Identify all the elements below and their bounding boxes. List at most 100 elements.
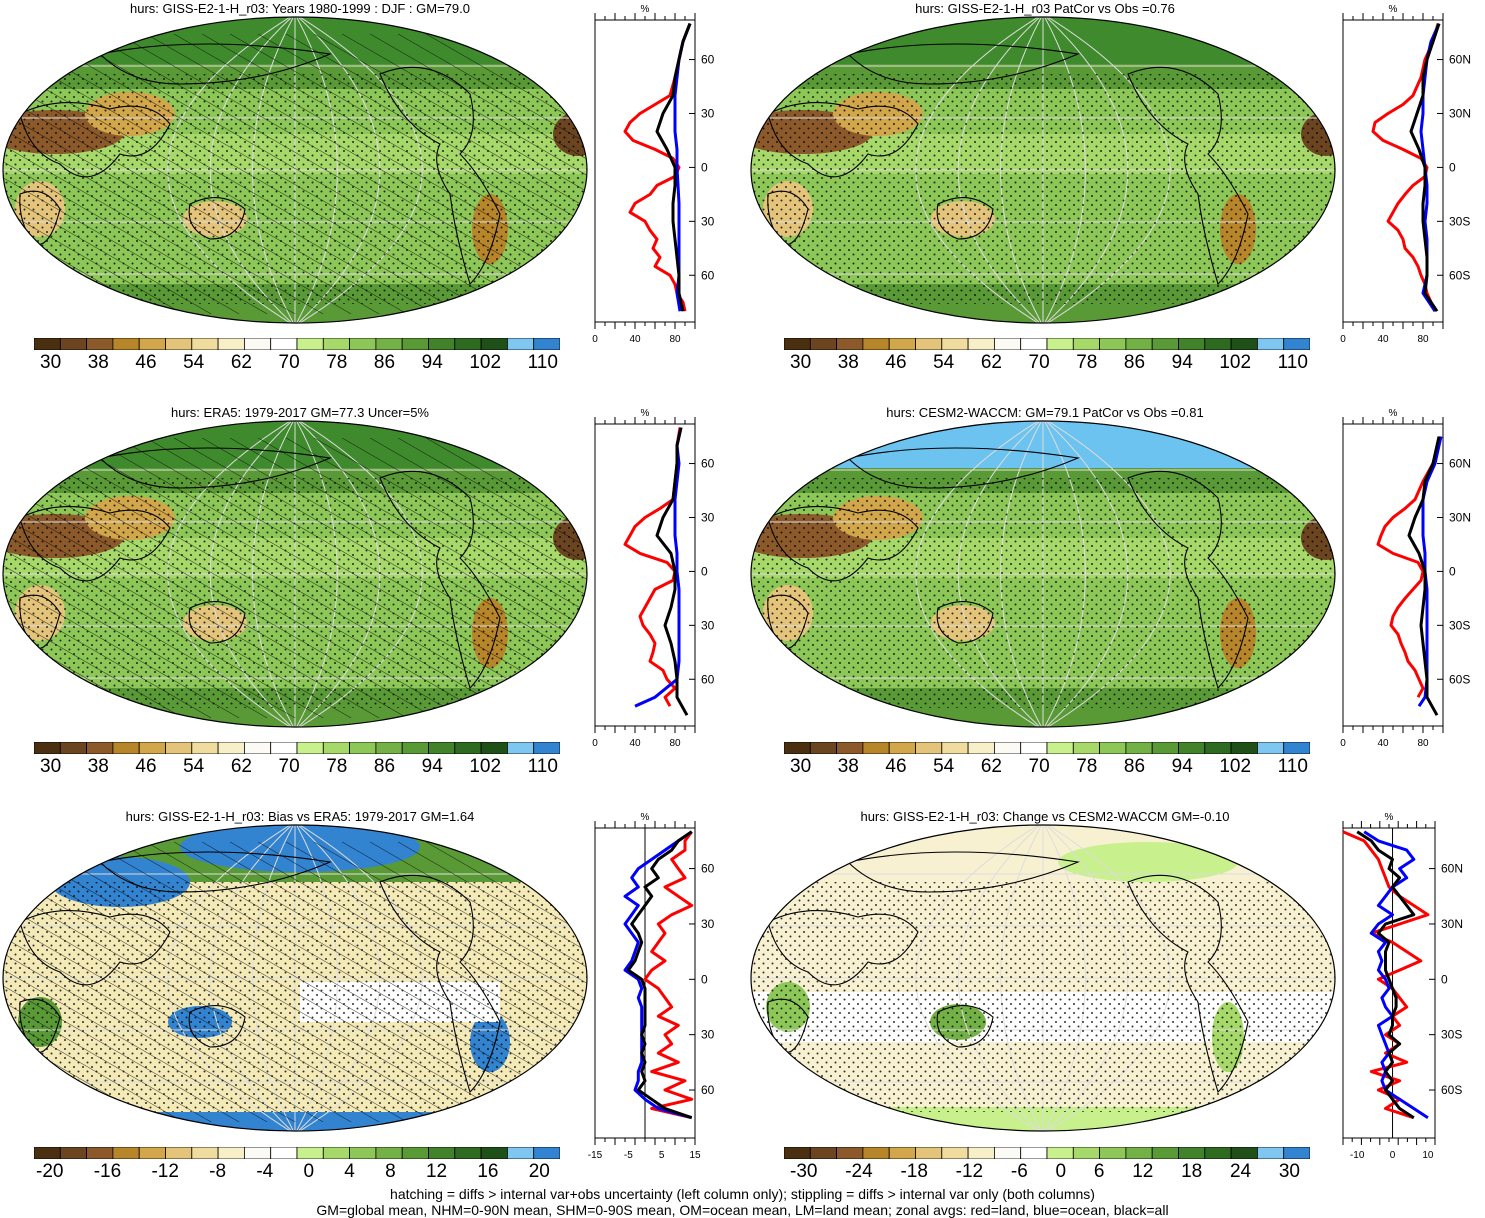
colorbar-swatch: [1256, 742, 1285, 754]
zonal-lat-label: 60S: [1441, 1083, 1462, 1097]
colorbar-swatch: [86, 1147, 114, 1159]
zonal-all-line: [655, 427, 689, 716]
colorbar-swatch: [888, 338, 916, 350]
zonal-average-plot-4: % 0 40 80 60N 30N 0 30S 60S: [1340, 408, 1471, 749]
coastline: [846, 851, 1080, 893]
colorbar-swatch: [454, 1147, 482, 1159]
colorbar-swatch: [967, 338, 995, 350]
colorbar-tick-label: 24: [1229, 1161, 1252, 1182]
zonal-ocean-line: [623, 830, 693, 1120]
hatching-overlay: [3, 842, 587, 1122]
stippling-overlay: [751, 882, 1335, 1112]
colorbar-tick-label: 102: [469, 756, 502, 777]
map-border: [750, 420, 1336, 728]
zonal-xtick-label: 0: [592, 738, 598, 749]
colorbar-tick-label: 46: [885, 352, 907, 373]
zonal-lat-label: 0: [1441, 972, 1448, 986]
colorbar-swatch: [1230, 338, 1258, 350]
colorbar-6: [784, 1147, 1310, 1159]
colorbar-swatch: [1151, 1147, 1179, 1159]
colorbar-tick-label: -8: [209, 1161, 227, 1182]
zonal-unit-label: %: [641, 408, 650, 419]
colorbar-swatch: [809, 1147, 837, 1159]
hatching-overlay: [3, 438, 587, 718]
colorbar-swatch: [375, 338, 403, 350]
map-panel-6: [750, 824, 1336, 1132]
colorbar-swatch: [375, 1147, 403, 1159]
zonal-lat-label: 0: [701, 564, 708, 578]
zonal-xtick-label: 80: [669, 334, 681, 345]
colorbar-tick-label: 54: [183, 352, 205, 373]
colorbar-tick-label: 110: [527, 352, 558, 373]
zonal-land-line: [643, 830, 694, 1120]
colorbar-swatch: [1178, 1147, 1206, 1159]
colorbar-swatch: [217, 338, 245, 350]
zonal-xtick-label: 0: [1390, 1150, 1396, 1160]
panel-title-1: hurs: GISS-E2-1-H_r03: Years 1980-1999 :…: [130, 1, 470, 16]
zonal-xtick-label: 0: [1340, 334, 1346, 345]
colorbar-swatch: [480, 742, 508, 754]
colorbar-tick-label: 78: [1076, 352, 1098, 373]
colorbar-tick-label: 30: [40, 756, 62, 777]
colorbar-swatch: [1072, 742, 1100, 754]
colorbar-swatch: [34, 742, 61, 754]
zonal-average-plot-1: % 0 40 80 60N 30N 0 30S 60S: [592, 4, 715, 345]
zonal-xtick-label: -5: [624, 1150, 633, 1160]
colorbar-swatch: [1230, 742, 1258, 754]
colorbar-swatch: [138, 742, 166, 754]
colorbar-swatch: [1204, 1147, 1232, 1159]
colorbar-swatch: [506, 742, 535, 754]
coastline: [767, 910, 919, 986]
colorbar-tick-label: 70: [1028, 352, 1050, 373]
footer-note-hatching: hatching = diffs > internal var+obs unce…: [390, 1186, 1095, 1202]
colorbar-labels-5: -20 -16 -12 -8 -4 0 4 8 12 16 20: [36, 1161, 550, 1183]
zonal-average-plot-2: % 0 40 80 60N 30N 0 30S 60S: [1340, 4, 1471, 345]
colorbar-tick-label: 86: [1123, 352, 1146, 373]
colorbar-3: [34, 742, 560, 754]
zonal-xtick-label: 0: [1340, 738, 1346, 749]
colorbar-swatch: [59, 1147, 87, 1159]
colorbar-tick-label: 38: [87, 352, 109, 373]
coastline: [379, 66, 501, 286]
zonal-unit-label: %: [1385, 812, 1394, 823]
colorbar-swatch: [217, 742, 245, 754]
colorbar-tick-label: 86: [373, 352, 396, 373]
colorbar-swatch: [480, 1147, 508, 1159]
colorbar-4: [784, 742, 1310, 754]
colorbar-swatch: [967, 1147, 995, 1159]
colorbar-swatch: [915, 1147, 943, 1159]
coastline: [379, 874, 501, 1094]
colorbar-swatch: [59, 742, 87, 754]
colorbar-swatch: [322, 1147, 350, 1159]
colorbar-tick-label: -12: [955, 1161, 984, 1182]
colorbar-swatch: [480, 338, 508, 350]
map-panel-3: [2, 420, 588, 728]
colorbar-swatch: [836, 1147, 864, 1159]
colorbar-swatch: [217, 1147, 245, 1159]
colorbar-swatch: [533, 338, 560, 350]
colorbar-labels-6: -30 -24 -18 -12 -6 0 6 12 18 24 30: [790, 1161, 1300, 1183]
colorbar-tick-label: 94: [1171, 352, 1193, 373]
zonal-ocean-line: [634, 427, 683, 708]
colorbar-swatch: [533, 1147, 560, 1159]
colorbar-tick-label: 86: [1123, 756, 1146, 777]
zonal-xtick-label: 40: [629, 738, 641, 749]
colorbar-labels-1: 30 38 46 54 62 70 78 86 94 102 110: [40, 352, 558, 374]
colorbar-tick-label: 70: [278, 352, 300, 373]
colorbar-tick-label: 38: [837, 352, 859, 373]
colorbar-tick-label: 86: [373, 756, 396, 777]
zonal-xtick-label: 40: [1377, 738, 1389, 749]
colorbar-tick-label: 0: [303, 1161, 315, 1182]
colorbar-tick-label: 12: [425, 1161, 448, 1182]
colorbar-swatch: [191, 1147, 219, 1159]
zonal-all-line: [1356, 830, 1416, 1119]
zonal-land-line: [1342, 830, 1430, 1120]
colorbar-swatch: [296, 742, 324, 754]
colorbar-tick-label: -4: [256, 1161, 274, 1182]
colorbar-swatch: [1020, 338, 1048, 350]
colorbar-tick-label: 6: [1093, 1161, 1105, 1182]
colorbar-swatch: [1072, 338, 1100, 350]
zonal-xtick-label: -10: [1350, 1150, 1365, 1160]
zonal-lat-label: 0: [1449, 564, 1456, 578]
colorbar-swatch: [1283, 742, 1310, 754]
